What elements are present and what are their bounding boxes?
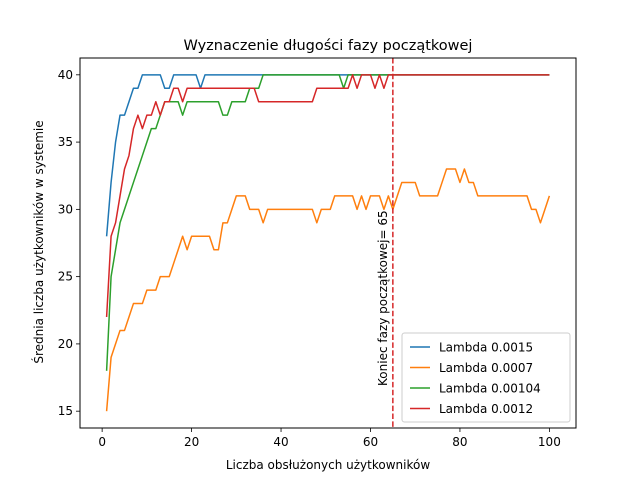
legend-label: Lambda 0.0012 [439, 402, 533, 416]
series-line-1 [105, 74, 550, 237]
series-line-2 [105, 168, 551, 412]
legend-label: Lambda 0.0007 [439, 361, 533, 375]
x-tick-label: 0 [98, 435, 106, 449]
y-tick-label: 30 [58, 202, 73, 216]
y-tick-label: 35 [58, 135, 73, 149]
x-tick-label: 60 [363, 435, 378, 449]
cutoff-label: Koniec fazy początkowej= 65 [376, 210, 390, 386]
legend-box [401, 332, 571, 423]
axis-ticks: 0 20 40 60 80 100 15 20 25 30 35 40 [58, 68, 561, 449]
x-tick-label: 80 [452, 435, 467, 449]
y-tick-label: 25 [58, 270, 73, 284]
plot-area: Koniec fazy początkowej= 65 [105, 58, 551, 428]
x-axis-label: Liczba obsłużonych użytkowników [226, 458, 430, 472]
legend-label: Lambda 0.0015 [439, 341, 533, 355]
series-line-3 [105, 74, 550, 371]
axes-frame [79, 57, 577, 429]
y-axis-label: Średnia liczba użytkowników w systemie [31, 120, 46, 363]
y-tick-label: 40 [58, 68, 73, 82]
y-tick-label: 15 [58, 404, 73, 418]
y-tick-label: 20 [58, 337, 73, 351]
legend-label: Lambda 0.00104 [439, 382, 541, 396]
x-tick-label: 40 [273, 435, 288, 449]
x-tick-label: 20 [184, 435, 199, 449]
series-line-4 [105, 74, 550, 318]
chart-title: Wyznaczenie długości fazy początkowej [184, 38, 473, 54]
x-tick-label: 100 [538, 435, 561, 449]
legend: Lambda 0.0015 Lambda 0.0007 Lambda 0.00104… [401, 332, 571, 423]
